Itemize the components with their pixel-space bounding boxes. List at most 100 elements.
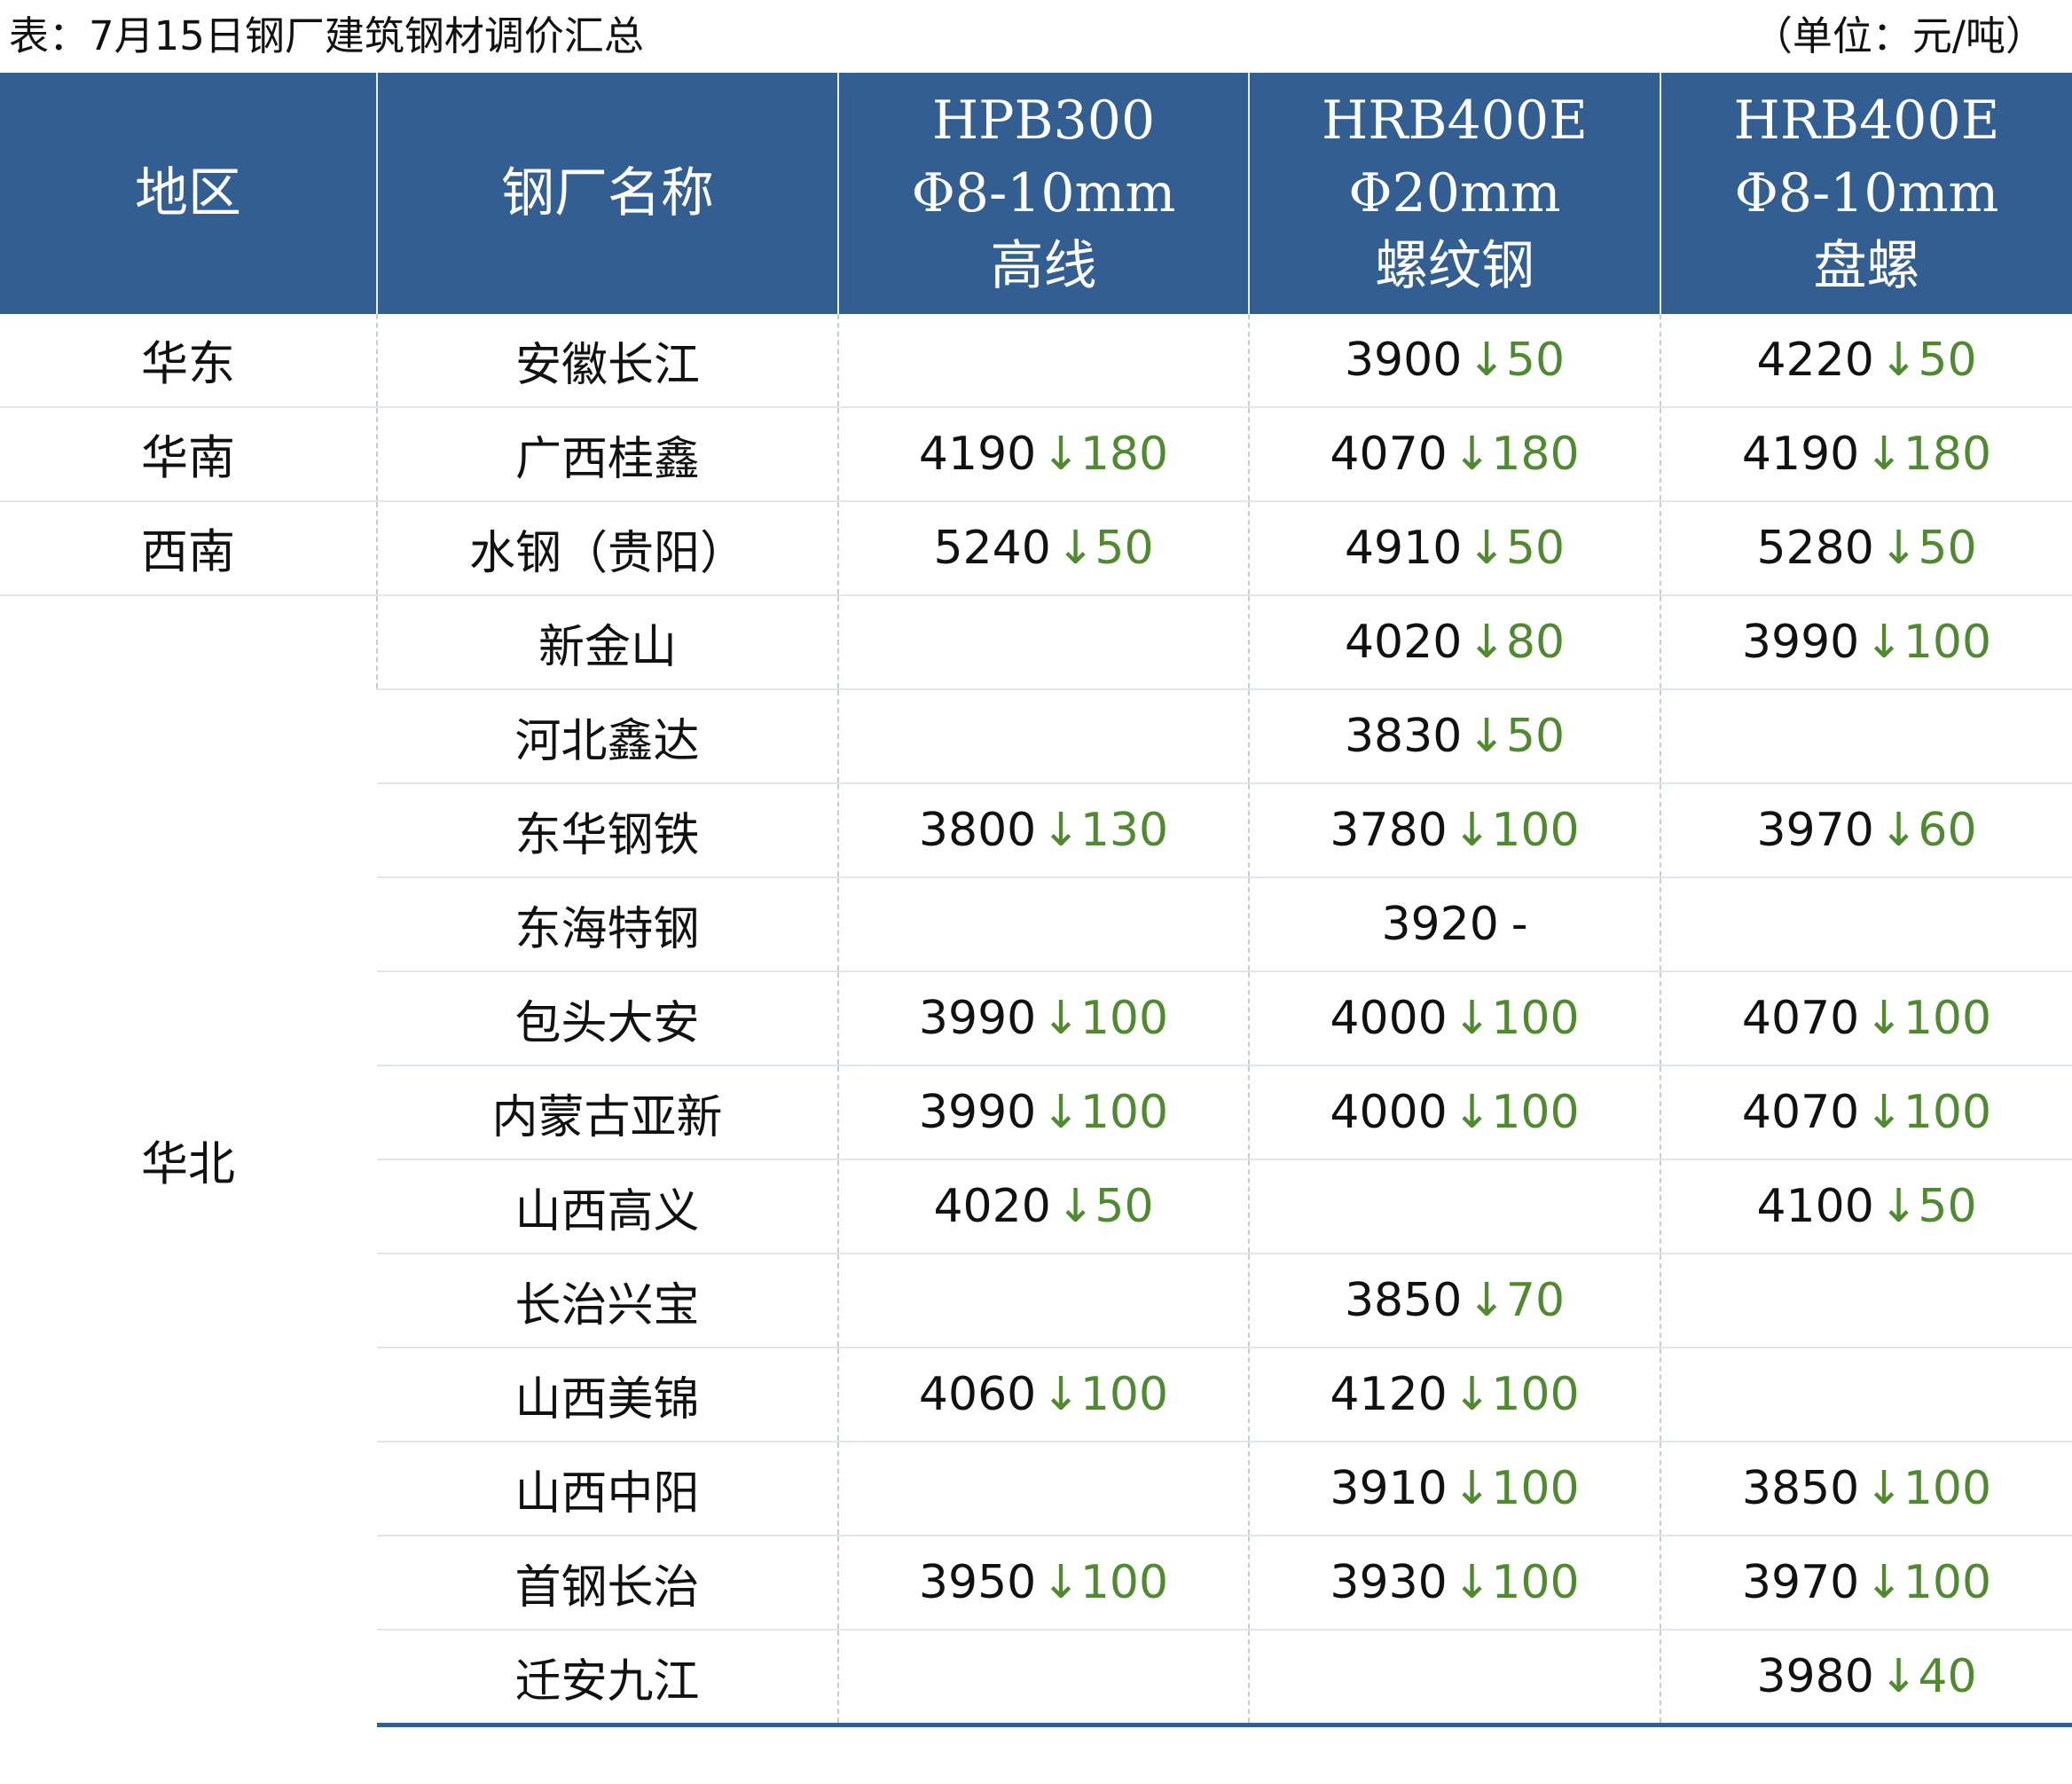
down-arrow-icon: ↓ [1452,1368,1492,1421]
price-change-value: 50 [1505,334,1566,387]
region-cell: 华北 [0,594,377,1725]
price-value: 3850 [1344,1274,1463,1327]
down-arrow-icon: ↓ [1467,710,1506,763]
price-change-value: 80 [1505,616,1566,669]
price-change-value: 100 [1491,992,1580,1045]
table-row: 东华钢铁 3800 ↓130 3780 ↓100 3970 ↓60 [0,782,2072,877]
down-arrow-icon: ↓ [1879,334,1919,387]
no-change-dash: - [1511,898,1528,951]
price-cell [837,594,1249,689]
price-change-value: 100 [1903,1462,1992,1515]
price-cell [837,876,1249,971]
price-adjustment-table: 地区 钢厂名称 HPB300 Φ8-10mm 高线 HRB400E Φ20mm … [0,73,2072,1727]
price-change-value: 100 [1491,1556,1580,1609]
price-value: 4060 [918,1368,1037,1421]
price-cell: 3980 ↓40 [1660,1629,2072,1727]
price-cell [837,1253,1249,1348]
table-row: 迁安九江 3980 ↓40 [0,1629,2072,1727]
price-cell [1660,1347,2072,1442]
down-arrow-icon: ↓ [1041,804,1080,857]
price-change-value: 50 [1505,522,1566,575]
table-row: 山西高义 4020 ↓50 4100 ↓50 [0,1159,2072,1254]
down-arrow-icon: ↓ [1879,522,1919,575]
header-row: 地区 钢厂名称 HPB300 Φ8-10mm 高线 HRB400E Φ20mm … [0,73,2072,314]
price-value: 3900 [1344,334,1463,387]
price-cell: 4060 ↓100 [837,1347,1249,1442]
down-arrow-icon: ↓ [1879,1650,1919,1703]
price-change-value: 180 [1491,428,1580,481]
price-cell: 4070 ↓100 [1660,1065,2072,1159]
price-value: 4020 [1344,616,1463,669]
price-change-value: 100 [1491,1086,1580,1139]
table-row: 河北鑫达 3830 ↓50 [0,688,2072,783]
price-cell [1248,1629,1660,1727]
mill-name-cell: 东华钢铁 [377,782,838,877]
price-cell: 3970 ↓60 [1660,782,2072,877]
price-change-value: 50 [1505,710,1566,763]
price-cell: 4070 ↓180 [1248,406,1660,501]
down-arrow-icon: ↓ [1467,1274,1506,1327]
price-cell: 3850 ↓70 [1248,1253,1660,1348]
price-change-value: 40 [1918,1650,1977,1703]
table-row: 长治兴宝 3850 ↓70 [0,1253,2072,1348]
price-value: 3970 [1756,804,1874,857]
price-cell: 3850 ↓100 [1660,1441,2072,1536]
price-cell: 3800 ↓130 [837,782,1249,877]
price-value: 3930 [1330,1556,1448,1609]
table-row: 华北 新金山 4020 ↓80 3990 ↓100 [0,594,2072,1725]
down-arrow-icon: ↓ [1467,334,1506,387]
price-value: 5280 [1756,522,1874,575]
price-value: 4020 [933,1180,1051,1233]
down-arrow-icon: ↓ [1467,522,1506,575]
price-value: 3910 [1330,1462,1448,1515]
down-arrow-icon: ↓ [1056,1180,1095,1233]
unit-label: （单位：元/吨） [1752,12,2045,59]
header-hpb300: HPB300 Φ8-10mm 高线 [837,73,1249,314]
price-change-value: 50 [1918,522,1977,575]
price-change-value: 100 [1491,1462,1580,1515]
price-cell: 3990 ↓100 [837,1065,1249,1159]
price-value: 3990 [918,1086,1037,1139]
mill-name-cell: 河北鑫达 [377,688,838,783]
table-row: 西南 水钢（贵阳） 5240 ↓50 4910 ↓50 5280 ↓50 [0,500,2072,595]
down-arrow-icon: ↓ [1452,1086,1492,1139]
header-grade: HRB400E [1322,90,1588,152]
price-change-value: 60 [1918,804,1977,857]
price-value: 3980 [1756,1650,1874,1703]
down-arrow-icon: ↓ [1056,522,1095,575]
price-cell: 3990 ↓100 [837,971,1249,1065]
price-cell: 3780 ↓100 [1248,782,1660,877]
price-value: 4190 [1741,428,1860,481]
price-value: 4910 [1344,522,1463,575]
down-arrow-icon: ↓ [1452,992,1492,1045]
price-value: 4070 [1330,428,1448,481]
header-mill-label: 钢厂名称 [501,162,714,224]
header-grade: HRB400E [1733,90,2000,152]
price-change-value: 100 [1903,1086,1992,1139]
price-change-value: 100 [1491,1368,1580,1421]
down-arrow-icon: ↓ [1864,1556,1903,1609]
price-cell: 4000 ↓100 [1248,971,1660,1065]
price-change-value: 50 [1918,334,1977,387]
price-value: 3800 [918,804,1037,857]
down-arrow-icon: ↓ [1864,992,1903,1045]
price-cell [1660,876,2072,971]
price-change-value: 70 [1505,1274,1566,1327]
mill-name-cell: 山西高义 [377,1159,838,1254]
price-change-value: 100 [1079,1086,1169,1139]
price-change-value: 100 [1903,992,1992,1045]
header-region: 地区 [0,73,377,314]
header-region-label: 地区 [135,162,241,224]
down-arrow-icon: ↓ [1467,616,1506,669]
down-arrow-icon: ↓ [1041,1368,1080,1421]
header-hrb400e-rebar: HRB400E Φ20mm 螺纹钢 [1248,73,1660,314]
price-value: 3850 [1741,1462,1860,1515]
price-cell [1660,688,2072,783]
mill-name-cell: 水钢（贵阳） [376,500,838,595]
down-arrow-icon: ↓ [1041,428,1080,481]
price-value: 3950 [918,1556,1037,1609]
mill-name-cell: 长治兴宝 [377,1253,838,1348]
price-cell [837,1629,1249,1727]
down-arrow-icon: ↓ [1879,804,1919,857]
price-value: 4220 [1756,334,1874,387]
